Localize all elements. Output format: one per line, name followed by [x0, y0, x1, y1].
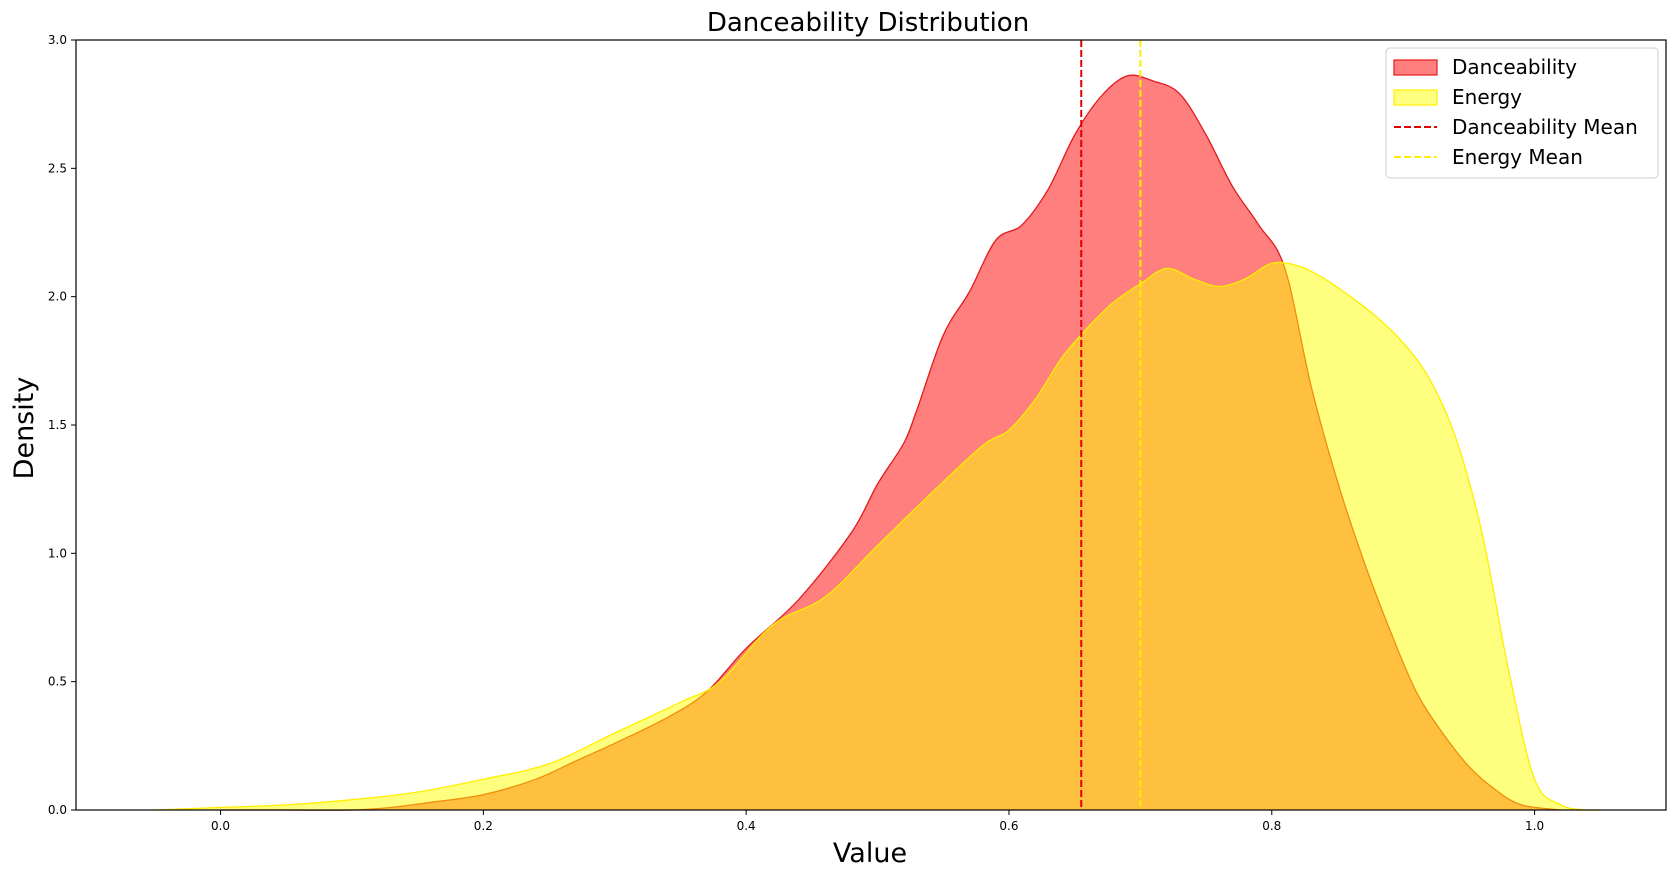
chart-title: Danceability Distribution	[707, 8, 1029, 38]
y-tick-label: 0.0	[48, 803, 67, 817]
y-axis-ticks: 0.0 0.5 1.0 1.5 2.0 2.5 3.0	[48, 33, 76, 817]
y-axis-label: Density	[9, 377, 40, 480]
legend-swatch-energy	[1393, 89, 1438, 106]
y-tick-label: 2.5	[48, 161, 67, 175]
legend-label-danceability: Danceability	[1452, 55, 1577, 79]
y-tick-label: 1.5	[48, 418, 67, 432]
x-axis-ticks: 0.0 0.2 0.4 0.6 0.8 1.0	[211, 810, 1544, 833]
legend-box	[1385, 47, 1659, 179]
x-tick-label: 0.8	[1262, 819, 1281, 833]
y-tick-label: 1.0	[48, 546, 67, 560]
legend-swatch-danceability	[1393, 59, 1438, 76]
plot-areas	[154, 74, 1601, 812]
x-axis-label: Value	[833, 838, 907, 869]
reference-lines	[1080, 40, 1142, 810]
x-tick-label: 0.4	[737, 819, 756, 833]
legend-label-danceability-mean: Danceability Mean	[1452, 115, 1638, 139]
y-tick-label: 3.0	[48, 33, 67, 47]
density-curve-energy	[154, 261, 1601, 812]
x-tick-label: 1.0	[1525, 819, 1544, 833]
y-tick-label: 2.0	[48, 290, 67, 304]
legend-label-energy: Energy	[1452, 85, 1522, 109]
x-tick-label: 0.6	[999, 819, 1018, 833]
y-tick-label: 0.5	[48, 675, 67, 689]
legend: Danceability Energy Danceability Mean Energ…	[1385, 47, 1659, 179]
x-tick-label: 0.0	[211, 819, 230, 833]
legend-label-energy-mean: Energy Mean	[1452, 145, 1583, 169]
density-area-energy	[154, 262, 1601, 811]
x-tick-label: 0.2	[474, 819, 493, 833]
